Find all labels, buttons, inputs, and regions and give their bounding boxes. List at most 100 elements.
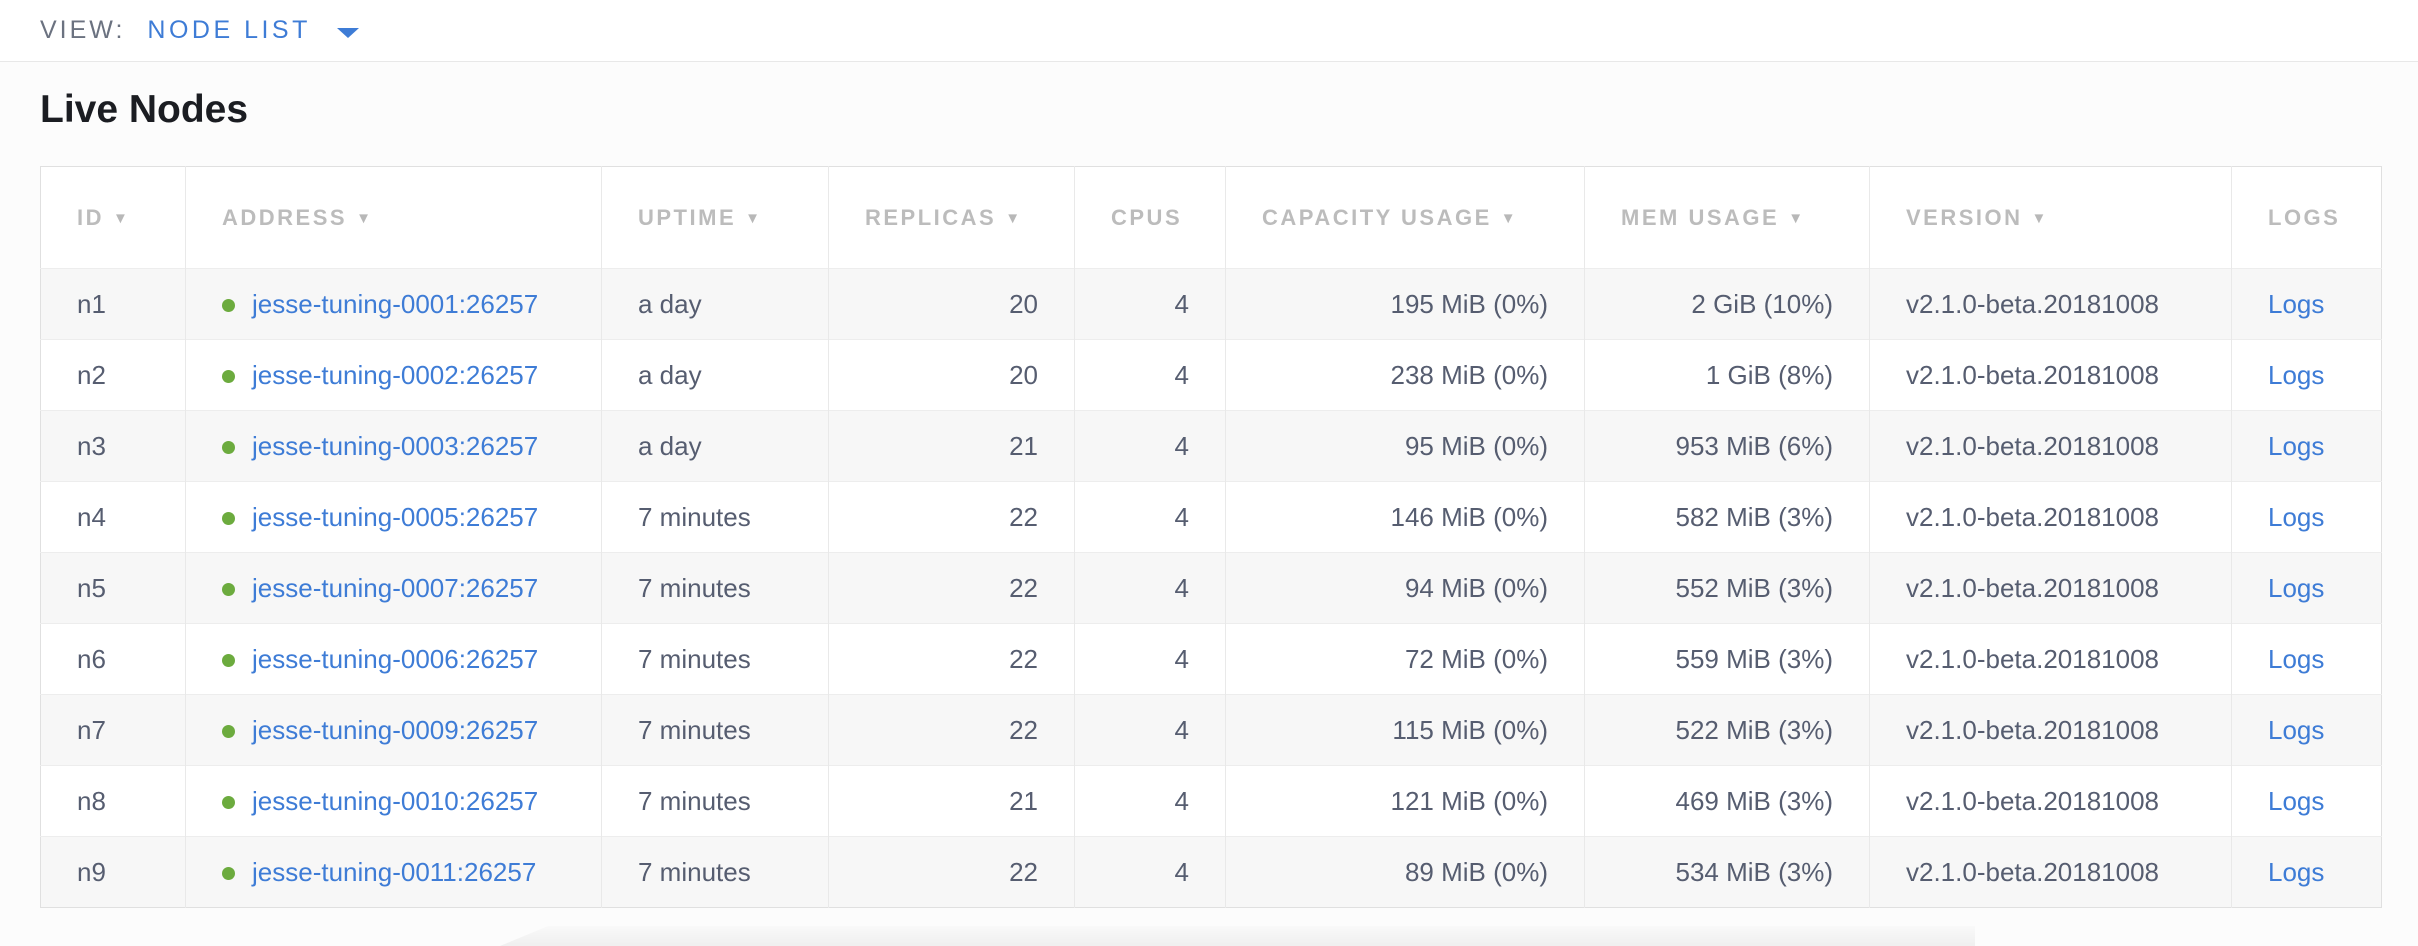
logs-link[interactable]: Logs — [2268, 501, 2325, 532]
node-logs-cell: Logs — [2231, 410, 2382, 482]
sort-desc-icon: ▼ — [1788, 209, 1806, 227]
node-address-link[interactable]: jesse-tuning-0005:26257 — [252, 501, 539, 532]
node-id-cell: n4 — [40, 481, 186, 553]
node-id-cell: n5 — [40, 552, 186, 624]
table-row-n7: n7 jesse-tuning-0009:26257 7 minutes 22 4 115… — [40, 694, 2382, 766]
node-live-status-dot — [222, 653, 235, 667]
node-uptime-cell: 7 minutes — [601, 623, 829, 695]
column-label: UPTIME — [638, 204, 737, 230]
node-uptime-cell: 7 minutes — [601, 552, 829, 624]
node-logs-cell: Logs — [2231, 268, 2382, 340]
node-capacity_usage-cell: 89 MiB (0%) — [1225, 836, 1585, 908]
node-live-status-dot — [222, 369, 235, 383]
node-capacity_usage-cell: 115 MiB (0%) — [1225, 694, 1585, 766]
node-version-cell: v2.1.0-beta.20181008 — [1869, 552, 2232, 624]
node-version-cell: v2.1.0-beta.20181008 — [1869, 694, 2232, 766]
node-capacity_usage-cell: 238 MiB (0%) — [1225, 339, 1585, 411]
node-uptime-cell: 7 minutes — [601, 765, 829, 837]
column-header-logs: LOGS — [2231, 166, 2382, 269]
node-cpus-cell: 4 — [1074, 836, 1226, 908]
node-cpus-cell: 4 — [1074, 694, 1226, 766]
column-label: CAPACITY USAGE — [1262, 204, 1492, 230]
node-uptime-cell: a day — [601, 339, 829, 411]
logs-link[interactable]: Logs — [2268, 785, 2325, 816]
node-address-link[interactable]: jesse-tuning-0011:26257 — [252, 856, 537, 887]
node-cpus-cell: 4 — [1074, 410, 1226, 482]
column-header-cpus: CPUS — [1074, 166, 1226, 269]
logs-link[interactable]: Logs — [2268, 643, 2325, 674]
node-replicas-cell: 20 — [828, 339, 1075, 411]
page-title: Live Nodes — [40, 88, 249, 131]
node-replicas-cell: 22 — [828, 836, 1075, 908]
node-address-cell: jesse-tuning-0011:26257 — [185, 836, 602, 908]
node-address-cell: jesse-tuning-0001:26257 — [185, 268, 602, 340]
sort-desc-icon: ▼ — [356, 209, 374, 227]
node-replicas-cell: 22 — [828, 623, 1075, 695]
node-uptime-cell: a day — [601, 410, 829, 482]
node-mem_usage-cell: 522 MiB (3%) — [1584, 694, 1870, 766]
column-header-mem_usage[interactable]: MEM USAGE ▼ — [1584, 166, 1870, 269]
column-label: VERSION — [1906, 204, 2023, 230]
node-address-link[interactable]: jesse-tuning-0006:26257 — [252, 643, 539, 674]
column-header-uptime[interactable]: UPTIME ▼ — [601, 166, 829, 269]
node-capacity_usage-cell: 95 MiB (0%) — [1225, 410, 1585, 482]
node-cpus-cell: 4 — [1074, 481, 1226, 553]
node-capacity_usage-cell: 94 MiB (0%) — [1225, 552, 1585, 624]
node-capacity_usage-cell: 121 MiB (0%) — [1225, 765, 1585, 837]
column-label: ID — [77, 204, 104, 230]
node-address-link[interactable]: jesse-tuning-0001:26257 — [252, 288, 539, 319]
logs-link[interactable]: Logs — [2268, 714, 2325, 745]
column-header-replicas[interactable]: REPLICAS ▼ — [828, 166, 1075, 269]
table-row-n2: n2 jesse-tuning-0002:26257 a day 20 4 238 MiB… — [40, 339, 2382, 411]
node-version-cell: v2.1.0-beta.20181008 — [1869, 481, 2232, 553]
node-mem_usage-cell: 582 MiB (3%) — [1584, 481, 1870, 553]
sort-desc-icon: ▼ — [113, 209, 131, 227]
logs-link[interactable]: Logs — [2268, 288, 2325, 319]
table-row-n8: n8 jesse-tuning-0010:26257 7 minutes 21 4 121… — [40, 765, 2382, 837]
node-live-status-dot — [222, 795, 235, 809]
node-address-link[interactable]: jesse-tuning-0002:26257 — [252, 359, 539, 390]
node-live-status-dot — [222, 511, 235, 525]
node-replicas-cell: 21 — [828, 765, 1075, 837]
node-id-cell: n6 — [40, 623, 186, 695]
node-uptime-cell: a day — [601, 268, 829, 340]
node-cpus-cell: 4 — [1074, 623, 1226, 695]
logs-link[interactable]: Logs — [2268, 856, 2325, 887]
table-row-n4: n4 jesse-tuning-0005:26257 7 minutes 22 4 146… — [40, 481, 2382, 553]
node-address-link[interactable]: jesse-tuning-0010:26257 — [252, 785, 539, 816]
node-address-cell: jesse-tuning-0009:26257 — [185, 694, 602, 766]
node-version-cell: v2.1.0-beta.20181008 — [1869, 623, 2232, 695]
column-header-address[interactable]: ADDRESS ▼ — [185, 166, 602, 269]
column-header-capacity_usage[interactable]: CAPACITY USAGE ▼ — [1225, 166, 1585, 269]
sort-desc-icon: ▼ — [1500, 209, 1519, 227]
node-replicas-cell: 22 — [828, 552, 1075, 624]
node-id-cell: n2 — [40, 339, 186, 411]
node-address-cell: jesse-tuning-0007:26257 — [185, 552, 602, 624]
node-cpus-cell: 4 — [1074, 552, 1226, 624]
node-address-link[interactable]: jesse-tuning-0007:26257 — [252, 572, 539, 603]
node-version-cell: v2.1.0-beta.20181008 — [1869, 339, 2232, 411]
node-logs-cell: Logs — [2231, 481, 2382, 553]
node-logs-cell: Logs — [2231, 552, 2382, 624]
node-address-cell: jesse-tuning-0005:26257 — [185, 481, 602, 553]
view-selected-value: NODE LIST — [147, 16, 311, 44]
logs-link[interactable]: Logs — [2268, 359, 2325, 390]
node-address-link[interactable]: jesse-tuning-0009:26257 — [252, 714, 539, 745]
node-address-link[interactable]: jesse-tuning-0003:26257 — [252, 430, 539, 461]
node-version-cell: v2.1.0-beta.20181008 — [1869, 268, 2232, 340]
node-address-cell: jesse-tuning-0003:26257 — [185, 410, 602, 482]
node-mem_usage-cell: 534 MiB (3%) — [1584, 836, 1870, 908]
live-nodes-table: ID ▼ ADDRESS ▼ UPTIME ▼ REPLICAS ▼ CPUS CAPACITY … — [40, 166, 2382, 908]
node-version-cell: v2.1.0-beta.20181008 — [1869, 836, 2232, 908]
sort-desc-icon: ▼ — [745, 209, 763, 227]
node-version-cell: v2.1.0-beta.20181008 — [1869, 410, 2232, 482]
logs-link[interactable]: Logs — [2268, 572, 2325, 603]
column-header-id[interactable]: ID ▼ — [40, 166, 186, 269]
node-cpus-cell: 4 — [1074, 339, 1226, 411]
node-version-cell: v2.1.0-beta.20181008 — [1869, 765, 2232, 837]
column-header-version[interactable]: VERSION ▼ — [1869, 166, 2232, 269]
logs-link[interactable]: Logs — [2268, 430, 2325, 461]
view-selector-dropdown[interactable]: NODE LIST — [147, 16, 359, 45]
node-id-cell: n3 — [40, 410, 186, 482]
column-label: REPLICAS — [865, 204, 997, 230]
